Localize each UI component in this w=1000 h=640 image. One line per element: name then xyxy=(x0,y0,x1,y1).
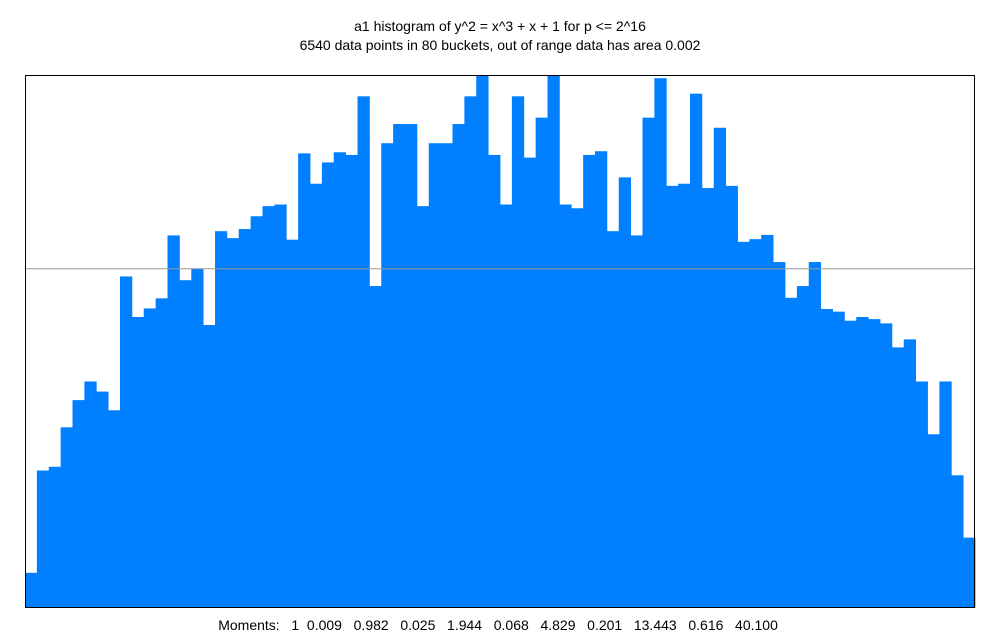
histogram-bar xyxy=(179,280,192,608)
histogram-bar xyxy=(381,143,394,608)
histogram-bar xyxy=(84,381,97,609)
histogram-bar xyxy=(880,323,893,608)
histogram-bar xyxy=(559,204,572,608)
histogram-bar xyxy=(369,286,382,608)
histogram-bar xyxy=(488,154,501,608)
moment-value: 0.009 xyxy=(299,617,346,633)
histogram-bar xyxy=(903,339,917,608)
histogram-bar xyxy=(642,117,655,608)
histogram-bar xyxy=(535,117,548,608)
histogram-bar xyxy=(215,231,228,609)
moment-value: 0.616 xyxy=(680,617,728,633)
histogram-bar xyxy=(547,75,560,608)
moment-value: 0.025 xyxy=(392,617,440,633)
histogram-bar xyxy=(310,183,323,609)
histogram-bar xyxy=(618,177,632,608)
moment-value: 1 xyxy=(283,617,300,633)
histogram-bars xyxy=(25,75,976,609)
moment-value: 0.201 xyxy=(579,617,627,633)
histogram-bar xyxy=(143,308,157,608)
histogram-bar xyxy=(226,238,240,608)
histogram-bar xyxy=(701,188,715,608)
histogram-bar xyxy=(891,347,905,608)
moment-value: 4.829 xyxy=(532,617,580,633)
histogram-bar xyxy=(357,96,370,608)
histogram-bar xyxy=(333,152,347,609)
moment-value: 40.100 xyxy=(727,617,782,633)
histogram-bar xyxy=(25,572,38,608)
histogram-bar xyxy=(286,239,299,608)
histogram-bar xyxy=(571,208,584,608)
histogram-bar xyxy=(155,298,168,608)
histogram-bar xyxy=(796,286,810,608)
histogram-bar xyxy=(630,235,643,608)
histogram-bar xyxy=(405,124,418,608)
moment-value: 0.982 xyxy=(345,617,393,633)
histogram-bar xyxy=(666,185,679,609)
histogram-bar xyxy=(60,427,73,608)
histogram-bar xyxy=(476,75,489,608)
histogram-bar xyxy=(820,308,833,608)
histogram-bar xyxy=(951,475,964,608)
histogram-bar xyxy=(595,151,608,608)
chart-title: a1 histogram of y^2 = x^3 + x + 1 for p … xyxy=(354,18,646,34)
histogram-bar xyxy=(452,124,465,608)
histogram-bar xyxy=(48,466,62,608)
histogram-bar xyxy=(72,400,85,608)
histogram-bar xyxy=(963,537,976,608)
histogram-bar xyxy=(167,235,180,608)
histogram-bar xyxy=(832,311,845,608)
histogram-bar xyxy=(120,276,133,608)
histogram-bar xyxy=(262,206,275,608)
histogram-bar xyxy=(725,185,738,609)
histogram-bar xyxy=(500,204,513,608)
histogram-bar xyxy=(274,204,287,608)
histogram-bar xyxy=(678,183,691,609)
moment-value: 13.443 xyxy=(626,617,681,633)
histogram-bar xyxy=(606,231,620,609)
histogram-bar xyxy=(939,381,952,609)
histogram-bar xyxy=(737,241,750,608)
histogram-bar xyxy=(321,162,335,608)
histogram-bar xyxy=(785,297,798,608)
histogram-bar xyxy=(345,154,358,608)
moments-label: Moments: xyxy=(218,617,280,633)
histogram-bar xyxy=(713,127,727,609)
histogram-bar xyxy=(96,391,109,608)
histogram-bar xyxy=(238,229,252,609)
histogram-bar xyxy=(844,320,857,608)
moment-value: 0.068 xyxy=(485,617,533,633)
histogram-bar xyxy=(773,262,786,608)
histogram-bar xyxy=(654,78,667,608)
histogram-bar xyxy=(856,316,869,608)
histogram-bar xyxy=(428,143,442,608)
histogram-bar xyxy=(416,206,430,608)
histogram-bar xyxy=(131,316,145,608)
chart-subtitle: 6540 data points in 80 buckets, out of r… xyxy=(299,37,701,53)
histogram-bar xyxy=(108,410,121,608)
histogram-bar xyxy=(250,216,263,608)
histogram-bar xyxy=(511,96,525,608)
histogram-bar xyxy=(464,96,477,608)
histogram-bar xyxy=(583,154,596,608)
histogram-bar xyxy=(440,143,453,608)
moments-row: Moments: 1 0.009 0.982 0.025 1.944 0.068… xyxy=(0,616,1000,634)
histogram-bar xyxy=(523,157,537,608)
histogram-bar xyxy=(191,268,204,608)
moment-value: 1.944 xyxy=(439,617,486,633)
histogram-bar xyxy=(927,434,940,608)
histogram-bar xyxy=(203,324,216,608)
histogram-bar xyxy=(761,234,774,608)
histogram-bar xyxy=(868,319,881,608)
histogram-bar xyxy=(393,124,406,608)
histogram-bar xyxy=(808,262,822,608)
histogram-bar xyxy=(36,470,50,608)
histogram-bar xyxy=(915,381,928,609)
plot-frame xyxy=(25,75,975,608)
histogram-bar xyxy=(749,239,762,608)
histogram-bar xyxy=(690,93,703,608)
histogram-bar xyxy=(298,153,311,608)
